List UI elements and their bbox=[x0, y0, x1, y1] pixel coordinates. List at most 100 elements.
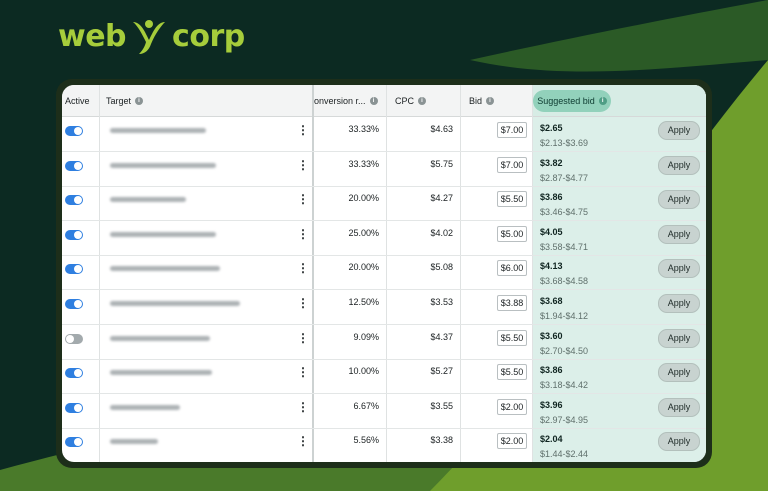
active-toggle[interactable] bbox=[65, 264, 83, 275]
apply-button[interactable]: Apply bbox=[658, 190, 700, 210]
suggested-bid-value: $3.86 bbox=[540, 192, 563, 203]
apply-button[interactable]: Apply bbox=[658, 224, 700, 244]
header-cpc-label: CPC bbox=[395, 95, 415, 106]
active-toggle[interactable] bbox=[65, 333, 83, 344]
apply-button[interactable]: Apply bbox=[658, 328, 700, 348]
header-active-label: Active bbox=[65, 95, 90, 106]
suggested-bid-range: $2.70-$4.50 bbox=[540, 345, 589, 356]
bid-input[interactable]: $6.00 bbox=[497, 260, 527, 277]
target-name-redacted bbox=[110, 197, 186, 203]
info-icon[interactable]: i bbox=[369, 96, 378, 105]
header-suggested-bid[interactable]: Suggested bid i bbox=[533, 90, 611, 112]
conversion-rate: 12.50% bbox=[348, 297, 379, 307]
header-conversion-label: onversion r... bbox=[314, 95, 366, 106]
apply-button[interactable]: Apply bbox=[658, 294, 700, 313]
apply-button[interactable]: Apply bbox=[658, 155, 700, 175]
info-icon[interactable]: i bbox=[135, 96, 144, 105]
info-icon[interactable]: i bbox=[418, 96, 427, 105]
info-icon[interactable]: i bbox=[486, 96, 495, 105]
apply-button[interactable]: Apply bbox=[658, 259, 700, 279]
target-name-redacted bbox=[110, 301, 240, 306]
header-target[interactable]: Target i bbox=[106, 85, 144, 116]
table-row: ⋮ 33.33% $5.75 $7.00 $3.82 $2.87-$4.77 Apply bbox=[62, 151, 706, 187]
apply-button[interactable]: Apply bbox=[658, 432, 700, 452]
more-options-icon[interactable]: ⋮ bbox=[297, 192, 309, 207]
bid-input[interactable]: $2.00 bbox=[497, 398, 527, 415]
header-cpc[interactable]: CPC i bbox=[395, 85, 427, 116]
cpc-value: $3.38 bbox=[430, 435, 453, 446]
bid-input[interactable]: $5.00 bbox=[497, 225, 527, 242]
header-bid[interactable]: Bid i bbox=[469, 85, 495, 116]
more-options-icon[interactable]: ⋮ bbox=[297, 157, 309, 172]
active-toggle[interactable] bbox=[65, 195, 83, 206]
cpc-value: $3.53 bbox=[430, 297, 453, 307]
header-bid-label: Bid bbox=[469, 95, 483, 106]
toggle-knob bbox=[74, 403, 82, 412]
more-options-icon[interactable]: ⋮ bbox=[297, 365, 309, 380]
more-options-icon[interactable]: ⋮ bbox=[297, 226, 309, 241]
more-options-icon[interactable]: ⋮ bbox=[297, 434, 309, 449]
bid-input[interactable]: $2.00 bbox=[497, 433, 527, 450]
toggle-knob bbox=[74, 196, 82, 205]
bid-input[interactable]: $3.88 bbox=[497, 295, 527, 311]
conversion-rate: 10.00% bbox=[348, 366, 379, 377]
apply-button[interactable]: Apply bbox=[658, 363, 700, 383]
column-divider bbox=[460, 85, 461, 462]
column-divider bbox=[532, 85, 533, 462]
suggested-bid-value: $3.86 bbox=[540, 365, 563, 376]
bid-input[interactable]: $5.50 bbox=[497, 364, 527, 381]
active-toggle[interactable] bbox=[65, 126, 83, 136]
logo-mark-icon bbox=[133, 20, 166, 54]
cpc-value: $3.55 bbox=[430, 400, 453, 411]
header-active[interactable]: Active bbox=[65, 85, 90, 116]
active-toggle[interactable] bbox=[65, 437, 83, 448]
more-options-icon[interactable]: ⋮ bbox=[297, 399, 309, 414]
conversion-rate: 6.67% bbox=[353, 400, 379, 411]
more-options-icon[interactable]: ⋮ bbox=[297, 261, 309, 276]
suggested-bid-range: $2.87-$4.77 bbox=[540, 172, 589, 183]
bid-input[interactable]: $5.50 bbox=[497, 329, 527, 346]
toggle-knob bbox=[74, 300, 82, 308]
suggested-bid-value: $4.13 bbox=[540, 261, 563, 272]
logo-text-web: web bbox=[58, 18, 127, 54]
suggested-bid-range: $3.58-$4.71 bbox=[540, 241, 589, 252]
apply-button[interactable]: Apply bbox=[658, 397, 700, 417]
info-icon[interactable]: i bbox=[598, 97, 607, 105]
bid-input[interactable]: $7.00 bbox=[497, 156, 527, 173]
conversion-rate: 5.56% bbox=[353, 435, 379, 446]
table-row: ⋮ 33.33% $4.63 $7.00 $2.65 $2.13-$3.69 Apply bbox=[62, 116, 706, 152]
toggle-knob bbox=[74, 265, 82, 274]
conversion-rate: 20.00% bbox=[348, 262, 379, 273]
target-name-redacted bbox=[110, 439, 158, 445]
header-conversion[interactable]: onversion r... i bbox=[314, 85, 378, 116]
logo-text-corp: corp bbox=[172, 18, 245, 54]
cpc-value: $5.27 bbox=[430, 366, 453, 377]
suggested-bid-range: $3.68-$4.58 bbox=[540, 276, 589, 287]
more-options-icon[interactable]: ⋮ bbox=[297, 123, 309, 137]
column-divider bbox=[99, 85, 100, 462]
active-toggle[interactable] bbox=[65, 368, 83, 379]
column-divider bbox=[312, 85, 314, 462]
more-options-icon[interactable]: ⋮ bbox=[297, 296, 309, 310]
active-toggle[interactable] bbox=[65, 299, 83, 309]
active-toggle[interactable] bbox=[65, 229, 83, 240]
cpc-value: $5.75 bbox=[430, 158, 453, 169]
table-row: ⋮ 6.67% $3.55 $2.00 $3.96 $2.97-$4.95 Apply bbox=[62, 393, 706, 429]
apply-button[interactable]: Apply bbox=[658, 121, 700, 140]
active-toggle[interactable] bbox=[65, 160, 83, 171]
suggested-bid-value: $3.82 bbox=[540, 157, 563, 168]
more-options-icon[interactable]: ⋮ bbox=[297, 330, 309, 345]
suggested-bid-value: $4.05 bbox=[540, 226, 563, 237]
suggested-bid-value: $3.96 bbox=[540, 399, 563, 410]
conversion-rate: 20.00% bbox=[348, 193, 379, 204]
cpc-value: $5.08 bbox=[430, 262, 453, 273]
cpc-value: $4.37 bbox=[430, 331, 453, 342]
conversion-rate: 33.33% bbox=[348, 124, 379, 134]
suggested-bid-value: $2.65 bbox=[540, 123, 563, 133]
bid-input[interactable]: $5.50 bbox=[497, 191, 527, 208]
header-target-label: Target bbox=[106, 95, 132, 106]
bid-input[interactable]: $7.00 bbox=[497, 122, 527, 138]
webcorp-logo: web corp bbox=[58, 12, 245, 60]
suggested-bid-range: $2.97-$4.95 bbox=[540, 414, 589, 425]
active-toggle[interactable] bbox=[65, 402, 83, 413]
